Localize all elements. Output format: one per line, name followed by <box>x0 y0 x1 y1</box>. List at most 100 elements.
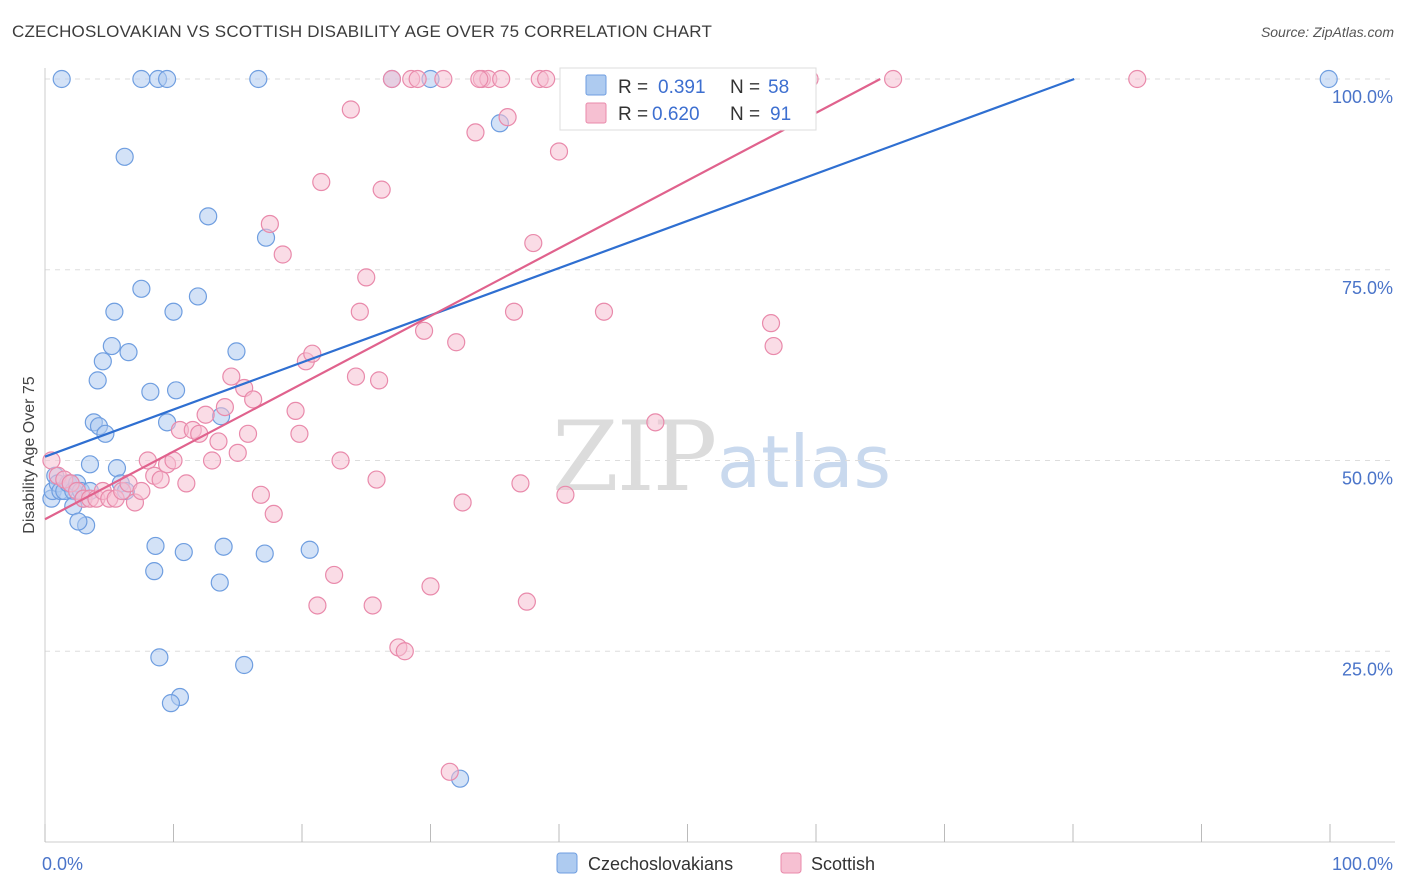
point-scottish <box>453 493 472 512</box>
point-czechoslovakians <box>227 342 246 361</box>
point-scottish <box>363 596 382 615</box>
point-scottish <box>132 481 151 501</box>
point-scottish <box>594 302 614 321</box>
legend-r-value-2: 0.620 <box>652 104 700 125</box>
point-scottish <box>646 413 665 432</box>
point-czechoslovakians <box>210 573 229 592</box>
point-scottish <box>346 367 366 386</box>
point-scottish <box>331 451 350 470</box>
trend-line-czechoslovakians <box>44 77 1075 458</box>
point-scottish <box>395 642 414 661</box>
trend-line-scottish <box>44 78 881 521</box>
point-czechoslovakians <box>255 544 274 563</box>
point-czechoslovakians <box>146 536 165 556</box>
point-czechoslovakians <box>235 655 254 675</box>
point-scottish <box>511 474 530 493</box>
point-czechoslovakians <box>107 459 127 478</box>
point-scottish <box>251 485 270 504</box>
x-tick-label-max: 100.0% <box>1332 854 1393 874</box>
point-scottish <box>312 172 331 192</box>
point-czechoslovakians <box>161 694 181 713</box>
point-scottish <box>151 470 170 489</box>
point-scottish <box>202 451 222 470</box>
point-scottish <box>504 302 524 321</box>
point-czechoslovakians <box>174 542 193 562</box>
watermark-zip: ZIP <box>552 401 715 513</box>
series-swatch-scottish <box>780 852 802 874</box>
point-scottish <box>177 474 196 493</box>
point-scottish <box>883 69 903 89</box>
point-scottish <box>370 371 389 390</box>
point-czechoslovakians <box>1319 69 1338 89</box>
point-scottish <box>273 245 292 264</box>
point-scottish <box>260 214 279 234</box>
point-scottish <box>537 69 556 89</box>
point-scottish <box>215 397 234 417</box>
trend-lines <box>44 77 1075 521</box>
point-scottish <box>524 233 543 253</box>
legend-swatch-blue <box>585 74 607 96</box>
point-scottish <box>556 485 575 504</box>
point-scottish <box>228 443 247 462</box>
legend-n-value-2: 91 <box>770 104 791 125</box>
point-scottish <box>290 424 309 443</box>
point-czechoslovakians <box>214 537 233 556</box>
point-czechoslovakians <box>52 69 71 89</box>
legend-box: R = 0.391 N = 58 R = 0.620 N = 91 <box>559 67 817 131</box>
source-credit: Source: ZipAtlas.com <box>1260 24 1394 40</box>
gridlines <box>45 78 1395 652</box>
chart-title: CZECHOSLOVAKIAN VS SCOTTISH DISABILITY A… <box>12 22 713 41</box>
point-czechoslovakians <box>132 69 151 89</box>
point-czechoslovakians <box>132 279 151 298</box>
series-label-czechoslovakians: Czechoslovakians <box>588 854 733 874</box>
point-czechoslovakians <box>188 287 208 306</box>
watermark-atlas: atlas <box>717 420 891 504</box>
point-czechoslovakians <box>88 371 107 390</box>
point-scottish <box>440 762 459 781</box>
point-scottish <box>372 180 391 199</box>
point-scottish <box>286 401 305 421</box>
point-czechoslovakians <box>80 455 100 474</box>
point-scottish <box>325 565 344 585</box>
legend-n-label-2: N = <box>730 104 760 125</box>
point-czechoslovakians <box>157 69 177 89</box>
series-label-scottish: Scottish <box>811 854 875 874</box>
point-scottish <box>367 470 386 489</box>
point-scottish <box>447 333 466 352</box>
point-scottish <box>244 390 263 409</box>
point-czechoslovakians <box>166 381 186 400</box>
point-czechoslovakians <box>145 562 164 581</box>
series-legend: Czechoslovakians Scottish <box>556 852 875 874</box>
point-scottish <box>764 336 783 356</box>
point-czechoslovakians <box>199 207 218 226</box>
point-scottish <box>549 142 569 161</box>
point-czechoslovakians <box>93 352 112 371</box>
legend-n-value-1: 58 <box>768 77 789 98</box>
point-czechoslovakians <box>102 336 121 356</box>
point-scottish <box>382 69 402 89</box>
point-czechoslovakians <box>69 512 88 531</box>
point-czechoslovakians <box>119 343 138 362</box>
point-scottish <box>517 592 536 611</box>
point-scottish <box>350 302 369 321</box>
y-tick-label: 100.0% <box>1332 87 1393 107</box>
legend-swatch-pink <box>585 102 607 124</box>
point-scottish <box>421 577 440 596</box>
point-scottish <box>434 69 453 89</box>
point-czechoslovakians <box>249 69 268 89</box>
y-tick-label: 50.0% <box>1342 469 1393 489</box>
point-scottish <box>341 100 360 119</box>
point-scottish <box>138 451 157 470</box>
point-czechoslovakians <box>164 302 183 321</box>
y-axis-label: Disability Age Over 75 <box>21 376 38 534</box>
legend-r-value-1: 0.391 <box>658 77 706 98</box>
series-swatch-czechoslovakians <box>556 852 578 874</box>
point-scottish <box>264 504 283 524</box>
point-scottish <box>466 123 485 142</box>
point-scottish <box>308 596 327 615</box>
point-scottish <box>761 314 781 333</box>
point-scottish <box>414 321 434 340</box>
point-scottish <box>357 268 376 287</box>
y-tick-label: 75.0% <box>1342 278 1393 298</box>
legend-n-label-1: N = <box>730 77 760 98</box>
